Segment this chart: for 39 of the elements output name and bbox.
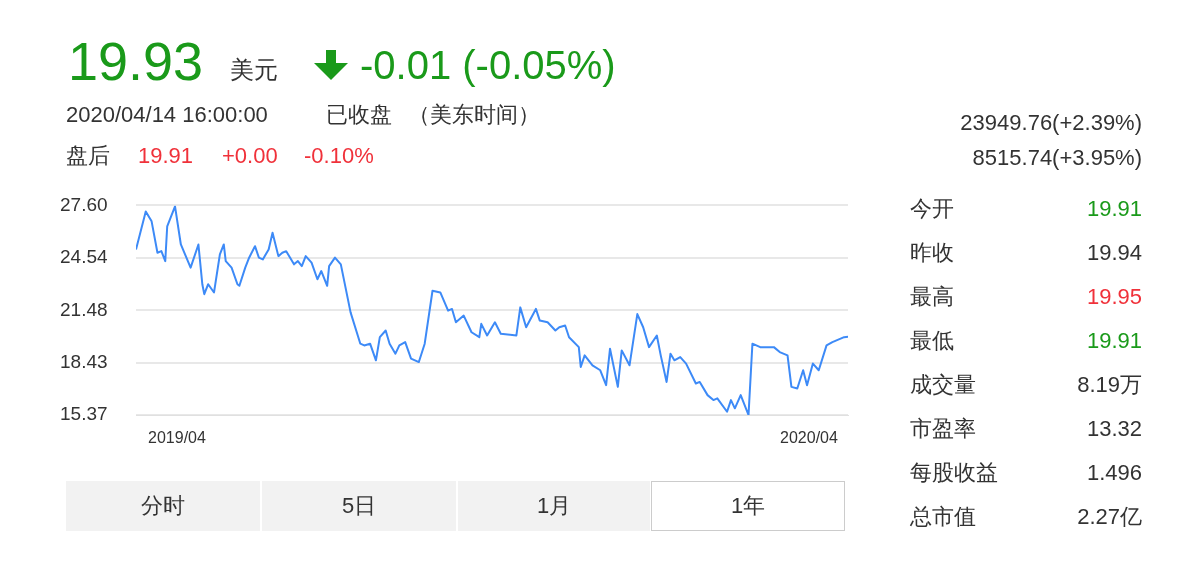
text: 19.91: [1086, 196, 1142, 221]
text: 每股收益: [910, 460, 998, 485]
text: -0.01 (-0.05%): [360, 43, 616, 87]
x-tick-label: 2020/04: [780, 429, 838, 447]
text: 8515.74(+3.95%): [972, 145, 1142, 170]
text: 13.32: [1086, 416, 1142, 441]
text: 总市值: [910, 504, 976, 529]
y-tick-label: 15.37: [60, 403, 108, 425]
text: 最低: [910, 328, 954, 353]
text: 8.19万: [1077, 372, 1142, 397]
text: 19.94: [1086, 240, 1142, 265]
text: 23949.76(+2.39%): [960, 110, 1142, 135]
text: 5日: [262, 481, 456, 531]
text: 1月: [458, 481, 650, 531]
text: 今开: [910, 196, 954, 221]
text: 1年: [651, 481, 845, 531]
text: 最高: [910, 284, 954, 309]
text: 市盈率: [910, 416, 976, 441]
text: 分时: [66, 481, 260, 531]
y-tick-label: 18.43: [60, 350, 108, 372]
text: 19.95: [1086, 284, 1142, 309]
y-tick-label: 21.48: [60, 298, 108, 320]
text: -0.10%: [304, 143, 374, 168]
text: 1.496: [1086, 460, 1142, 485]
text: 2020/04/14 16:00:00: [66, 102, 268, 127]
x-tick-label: 2019/04: [148, 429, 206, 447]
text: 美元: [230, 56, 278, 83]
text: 19.93: [68, 31, 204, 91]
y-tick-label: 27.60: [60, 193, 108, 215]
text: 已收盘: [326, 102, 392, 127]
text: 19.91: [138, 143, 194, 168]
text: 成交量: [910, 372, 976, 397]
text: 19.91: [1086, 328, 1142, 353]
text: 2.27亿: [1077, 504, 1142, 529]
text: 盘后: [66, 143, 110, 168]
text: 昨收: [910, 240, 954, 265]
text: +0.00: [222, 143, 278, 168]
text: （美东时间）: [408, 102, 540, 127]
y-tick-label: 24.54: [60, 246, 108, 268]
